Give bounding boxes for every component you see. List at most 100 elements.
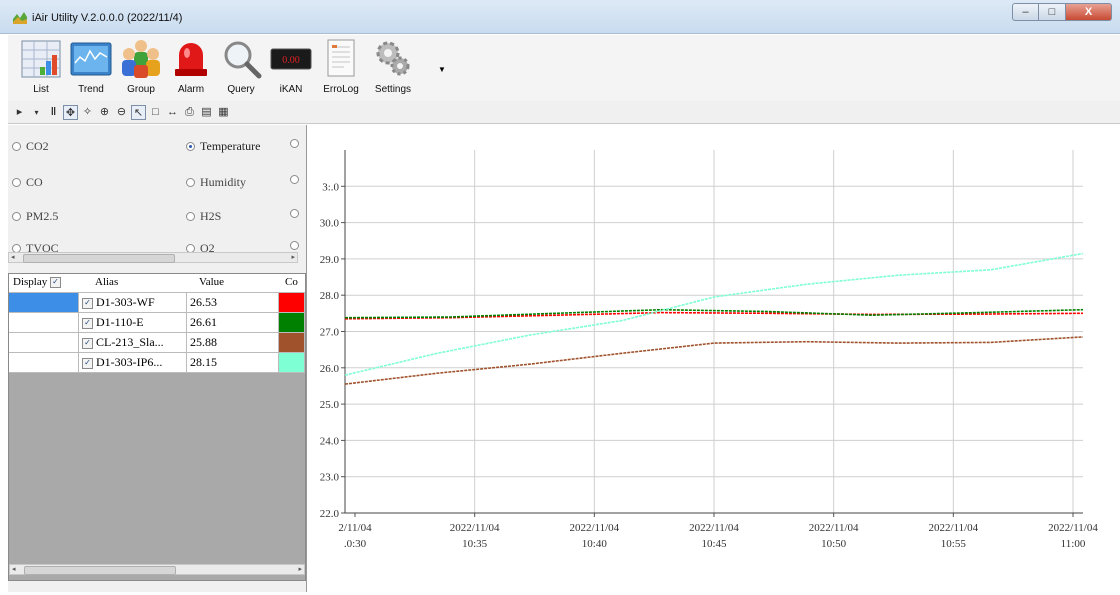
group-label: Group (127, 84, 155, 95)
alarm-button[interactable]: Alarm (170, 35, 212, 101)
radio-co2[interactable]: CO2 (12, 139, 49, 154)
radio-icon (290, 139, 299, 148)
ikan-button[interactable]: 0.00 iKAN (270, 35, 312, 101)
play-icon[interactable]: ▸ (16, 105, 23, 118)
value-cell: 28.15 (187, 353, 279, 373)
alias-cell[interactable]: ✓ D1-110-E (79, 313, 187, 333)
list-label: List (33, 84, 49, 95)
y-tick-label: 29.0 (320, 254, 340, 266)
x-tick-label-date: 2022/11/04 (569, 522, 619, 534)
table-row[interactable]: ✓ CL-213_Sla... 25.88 (9, 333, 305, 353)
radio-icon (12, 178, 21, 187)
save-icon[interactable]: ▦ (218, 105, 229, 118)
zoom-in-icon[interactable]: ⊕ (99, 105, 110, 118)
y-tick-label: 24.0 (320, 435, 340, 447)
scroll-right-icon: ▸ (291, 254, 295, 261)
display-checkbox[interactable]: ✓ (82, 297, 93, 309)
rectangle-icon[interactable]: □ (152, 105, 159, 118)
radio-pm25[interactable]: PM2.5 (12, 209, 58, 224)
title-bar: iAir Utility V.2.0.0.0 (2022/11/4) – □ X (0, 0, 1120, 34)
display-checkbox[interactable]: ✓ (82, 317, 93, 329)
y-tick-label: 3:.0 (322, 181, 339, 193)
pan-icon[interactable]: ✥ (63, 104, 78, 120)
header-value[interactable]: Value (199, 276, 225, 288)
x-tick-label-time: 10:40 (582, 538, 608, 550)
row-selector-cell[interactable] (9, 313, 79, 333)
errolog-button[interactable]: ErroLog (320, 35, 362, 101)
radio-col3-4[interactable] (290, 241, 304, 250)
row-selector-cell[interactable] (9, 293, 79, 313)
alias-cell[interactable]: ✓ D1-303-WF (79, 293, 187, 313)
select-icon[interactable]: ↖ (131, 104, 146, 120)
color-swatch[interactable] (279, 333, 305, 353)
color-swatch[interactable] (279, 313, 305, 333)
query-label: Query (227, 84, 255, 95)
radio-icon (186, 178, 195, 187)
window-title: iAir Utility V.2.0.0.0 (2022/11/4) (32, 12, 183, 24)
y-tick-label: 28.0 (320, 290, 340, 302)
grid-header: Display ✓ Alias Value Co (9, 274, 305, 293)
series-line-1 (344, 308, 1084, 319)
radio-icon (290, 241, 299, 250)
radio-icon (290, 175, 299, 184)
grid-hscrollbar[interactable]: ◂ ▸ (9, 564, 305, 575)
table-row[interactable]: ✓ D1-110-E 26.61 (9, 313, 305, 333)
radio-hscrollbar[interactable]: ◂ ▸ (8, 252, 298, 263)
x-tick-label-date: 2/11/04 (338, 522, 372, 534)
table-row[interactable]: ✓ D1-303-IP6... 28.15 (9, 353, 305, 373)
row-selector-cell[interactable] (9, 333, 79, 353)
color-swatch[interactable] (279, 353, 305, 373)
print-icon[interactable]: ⎙ (185, 105, 194, 118)
x-tick-label-date: 2022/11/04 (689, 522, 739, 534)
trend-button[interactable]: Trend (70, 35, 112, 101)
trend-chart-panel: 3:.0 30.0 29.0 28.0 27.0 26.0 25.0 24.0 23.0 22.0… (306, 125, 1120, 592)
radio-icon (12, 142, 21, 151)
print-preview-icon[interactable]: ▤ (201, 105, 212, 118)
zoom-out-icon[interactable]: ⊖ (116, 105, 127, 118)
alias-text: CL-213_Sla... (96, 335, 164, 349)
led-display-icon: 0.00 (270, 48, 312, 70)
settings-button[interactable]: Settings (372, 35, 414, 101)
header-color[interactable]: Co (285, 276, 298, 288)
alias-cell[interactable]: ✓ CL-213_Sla... (79, 333, 187, 353)
dropdown-arrow-icon[interactable]: ▾ (34, 107, 39, 117)
maximize-button[interactable]: □ (1039, 3, 1066, 21)
value-cell: 26.53 (187, 293, 279, 313)
close-button[interactable]: X (1066, 3, 1112, 21)
scroll-thumb[interactable] (24, 566, 176, 575)
header-display[interactable]: Display ✓ (13, 276, 64, 288)
scroll-thumb[interactable] (23, 254, 175, 263)
x-tick-label-time: 10:35 (462, 538, 488, 550)
query-button[interactable]: Query (220, 35, 262, 101)
pause-icon[interactable]: ‖ (50, 105, 57, 118)
x-tick-label-time: 10:55 (941, 538, 967, 550)
magnifier-icon (224, 41, 262, 79)
alias-cell[interactable]: ✓ D1-303-IP6... (79, 353, 187, 373)
radio-h2s[interactable]: H2S (186, 209, 221, 224)
row-selector-cell[interactable] (9, 353, 79, 373)
chart-tool-strip: ▸ ▾ ‖ ✥ ✧ ⊕ ⊖ ↖ □ ↔ ⎙ ▤ ▦ (8, 101, 1120, 124)
list-button[interactable]: List (20, 35, 62, 101)
radio-col3-2[interactable] (290, 175, 304, 184)
toolbar-overflow-arrow-icon[interactable]: ▼ (438, 65, 446, 74)
sparkle-icon[interactable]: ✧ (82, 105, 93, 118)
header-alias[interactable]: Alias (95, 276, 119, 288)
minimize-button[interactable]: – (1012, 3, 1039, 21)
radio-co[interactable]: CO (12, 175, 43, 190)
radio-temperature[interactable]: Temperature (186, 139, 260, 154)
radio-humidity[interactable]: Humidity (186, 175, 246, 190)
trend-chart[interactable]: 3:.0 30.0 29.0 28.0 27.0 26.0 25.0 24.0 23.0 22.0… (307, 125, 1119, 592)
fit-icon[interactable]: ↔ (167, 105, 178, 118)
table-row[interactable]: ✓ D1-303-WF 26.53 (9, 293, 305, 313)
radio-col3-3[interactable] (290, 209, 304, 218)
radio-col3-1[interactable] (290, 139, 304, 148)
scroll-right-icon: ▸ (298, 566, 302, 573)
group-button[interactable]: Group (120, 35, 162, 101)
display-checkbox[interactable]: ✓ (82, 337, 93, 349)
display-checkbox[interactable]: ✓ (82, 357, 93, 369)
radio-icon (290, 209, 299, 218)
x-tick-label-date: 2022/11/04 (450, 522, 500, 534)
sensor-selector: CO2 CO PM2.5 TVOC Temperature Humidity H… (8, 125, 307, 265)
scroll-left-icon: ◂ (11, 254, 15, 261)
color-swatch[interactable] (279, 293, 305, 313)
